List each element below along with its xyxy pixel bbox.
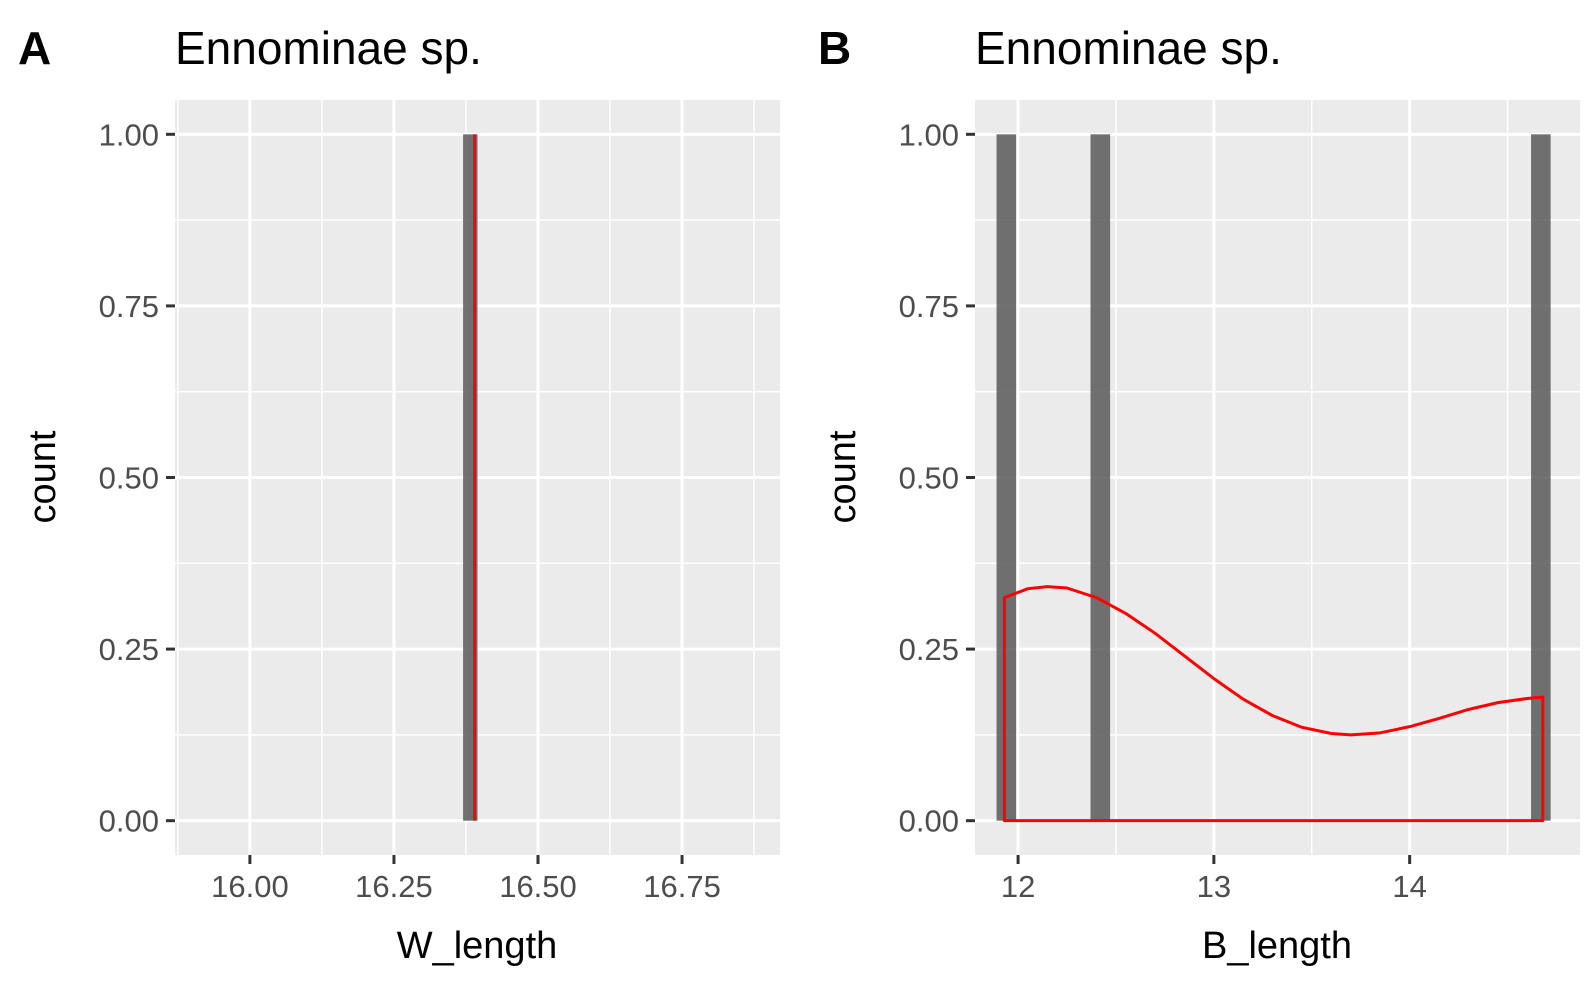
panel-a-x-tick-label: 16.50 <box>499 869 577 904</box>
panel-b: B Ennominae sp. 0.000.250.500.751.00 12 1… <box>818 22 1580 967</box>
panel-b-density-curve <box>1002 585 1545 823</box>
panel-a-x-axis: 16.00 16.25 16.50 16.75 <box>211 855 721 904</box>
panel-b-y-tick-label: 0.75 <box>899 289 959 324</box>
panel-a-y-tick-label: 0.50 <box>99 461 159 496</box>
panel-b-y-tick-label: 0.00 <box>899 804 959 839</box>
panel-a-y-axis: 0.00 0.25 0.50 0.75 1.00 <box>99 117 175 839</box>
panel-a-tag: A <box>18 22 51 74</box>
panel-b-tag: B <box>818 22 851 74</box>
panel-b-x-tick-label: 14 <box>1392 869 1426 904</box>
panel-b-histogram-bar <box>996 134 1017 821</box>
panel-a-x-tick-label: 16.25 <box>355 869 433 904</box>
panel-b-grid <box>975 100 1580 855</box>
panel-b-x-label: B_length <box>1202 925 1352 967</box>
panel-b-y-tick-label: 0.50 <box>899 461 959 496</box>
panel-a-x-tick-label: 16.75 <box>643 869 721 904</box>
panel-b-y-tick-label: 0.25 <box>899 632 959 667</box>
panel-a-y-tick-label: 0.25 <box>99 632 159 667</box>
panel-b-y-tick-label: 1.00 <box>899 117 959 152</box>
panel-a-y-label: count <box>22 430 64 523</box>
panel-a-x-tick-label: 16.00 <box>211 869 289 904</box>
panel-a: A Ennominae sp. 0.00 0.25 0.50 0.75 1.00 16.… <box>18 22 780 967</box>
panel-b-x-axis: 12 13 14 <box>1001 855 1427 904</box>
panel-b-histogram-bar <box>1090 134 1111 821</box>
panel-b-bars <box>996 134 1551 821</box>
panel-b-y-label: count <box>822 430 864 523</box>
panel-a-x-label: W_length <box>397 925 558 967</box>
panel-a-y-tick-label: 0.75 <box>99 289 159 324</box>
panel-a-y-tick-label: 1.00 <box>99 117 159 152</box>
panel-b-x-tick-label: 13 <box>1197 869 1231 904</box>
panel-b-histogram-bar <box>1531 134 1551 821</box>
panel-a-title: Ennominae sp. <box>175 22 482 74</box>
panel-a-y-tick-label: 0.00 <box>99 804 159 839</box>
panel-b-y-axis: 0.00 0.25 0.50 0.75 1.00 <box>899 117 975 839</box>
panel-b-x-tick-label: 12 <box>1001 869 1035 904</box>
panel-b-density <box>1002 585 1545 823</box>
panel-b-title: Ennominae sp. <box>975 22 1282 74</box>
